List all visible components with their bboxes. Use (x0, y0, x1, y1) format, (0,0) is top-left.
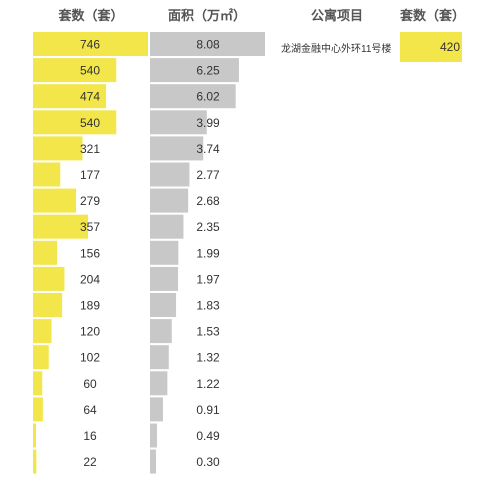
area-value-label: 0.30 (196, 455, 220, 469)
area-bar (150, 397, 163, 422)
area-bar (150, 266, 179, 291)
units-bar (33, 84, 107, 109)
units-bar (33, 293, 63, 317)
units-bar (33, 345, 49, 370)
area-bar (150, 84, 236, 109)
units-bar (33, 371, 43, 396)
units-value-label: 60 (83, 377, 97, 391)
units-value-label: 540 (80, 116, 100, 130)
area-bar (150, 136, 204, 161)
area-bar (150, 214, 184, 239)
project-units-bar (400, 32, 462, 62)
project-category-label: 龙湖金融中心外环11号楼 (281, 44, 392, 55)
area-bar (150, 58, 239, 83)
units-value-label: 120 (80, 325, 100, 339)
area-value-label: 6.02 (196, 90, 220, 104)
units-bar (33, 319, 52, 344)
units-value-label: 156 (80, 246, 100, 260)
area-value-label: 1.99 (196, 246, 220, 260)
header-units: 套数（套） (58, 8, 124, 23)
area-value-label: 1.97 (196, 272, 220, 286)
units-value-label: 474 (80, 90, 100, 104)
area-bar (150, 32, 265, 56)
units-bar (33, 110, 117, 135)
area-value-label: 3.74 (196, 142, 220, 156)
units-bar (33, 162, 61, 187)
area-value-label: 2.68 (196, 194, 220, 208)
area-bar (150, 162, 190, 187)
units-value-label: 22 (83, 455, 97, 469)
project-units-value-label: 420 (440, 40, 460, 54)
area-bar (150, 188, 189, 213)
units-bar (33, 32, 148, 56)
units-value-label: 357 (80, 220, 100, 234)
area-value-label: 0.49 (196, 429, 220, 443)
header-project-units: 套数（套） (400, 8, 466, 23)
header-area: 面积（万㎡） (167, 8, 246, 23)
area-value-label: 1.83 (196, 299, 220, 313)
header-project: 公寓项目 (310, 8, 363, 23)
area-bar (150, 345, 169, 370)
area-bar (150, 371, 168, 396)
area-bar (150, 319, 172, 344)
area-bar (150, 110, 207, 135)
area-bar (150, 423, 157, 448)
area-value-label: 1.53 (196, 325, 220, 339)
units-bar (33, 240, 58, 265)
units-value-label: 279 (80, 194, 100, 208)
units-bar (33, 58, 117, 83)
units-bar (33, 449, 37, 474)
area-bar (150, 449, 156, 474)
units-value-label: 177 (80, 168, 100, 182)
units-value-label: 540 (80, 64, 100, 78)
units-value-label: 746 (80, 38, 100, 52)
area-value-label: 6.25 (196, 64, 220, 78)
area-value-label: 1.32 (196, 351, 220, 365)
units-value-label: 64 (83, 403, 97, 417)
units-value-label: 102 (80, 351, 100, 365)
units-bar (33, 214, 89, 239)
area-value-label: 8.08 (196, 38, 220, 52)
units-bar (33, 136, 83, 161)
units-value-label: 189 (80, 299, 100, 313)
units-bar (33, 188, 77, 213)
area-value-label: 1.22 (196, 377, 220, 391)
area-value-label: 2.77 (196, 168, 220, 182)
area-value-label: 2.35 (196, 220, 220, 234)
area-value-label: 3.99 (196, 116, 220, 130)
units-value-label: 16 (83, 429, 97, 443)
units-bar (33, 266, 65, 291)
area-bar (150, 293, 177, 317)
area-value-label: 0.91 (196, 403, 220, 417)
units-value-label: 204 (80, 272, 100, 286)
area-bar (150, 240, 179, 265)
units-bar (33, 397, 43, 422)
units-value-label: 321 (80, 142, 100, 156)
units-bar (33, 423, 36, 448)
